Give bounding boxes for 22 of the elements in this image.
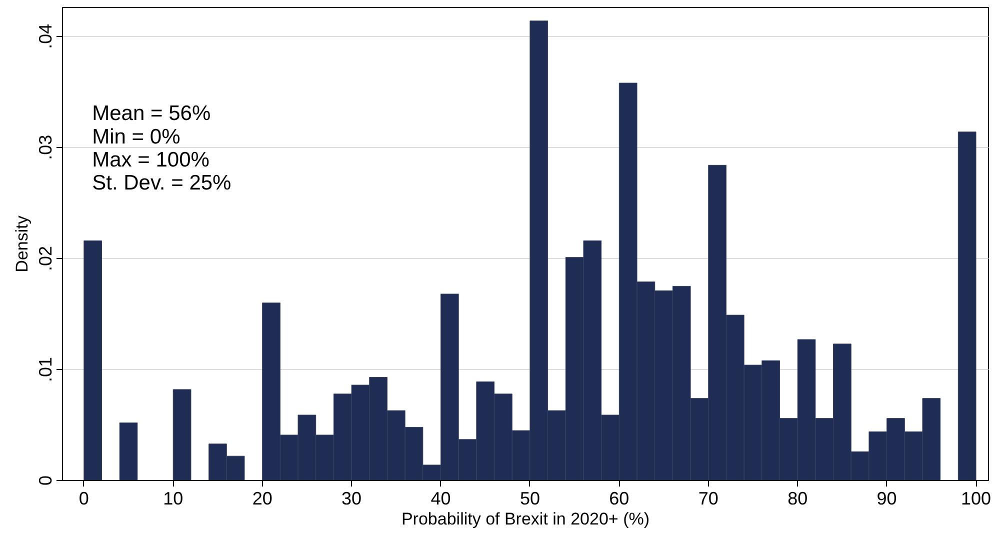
x-tick-label: 50 <box>520 488 540 508</box>
annotation: Min = 0% <box>92 125 180 148</box>
x-tick-label: 100 <box>960 488 992 508</box>
y-tick-label: .03 <box>36 134 56 160</box>
x-tick-label: 0 <box>78 488 89 508</box>
x-tick-label: 10 <box>163 488 184 508</box>
x-tick-label: 30 <box>342 488 362 508</box>
y-tick-label: .02 <box>36 246 56 271</box>
annotation: Mean = 56% <box>92 102 211 126</box>
y-axis-title: Density <box>12 215 32 272</box>
x-tick-label: 60 <box>609 488 630 508</box>
y-tick-label: .04 <box>36 24 56 49</box>
y-tick-label: .01 <box>36 356 56 382</box>
annotation: Max = 100% <box>92 148 210 172</box>
x-tick-label: 80 <box>788 488 808 508</box>
x-axis-title: Probability of Brexit in 2020+ (%) <box>401 510 650 528</box>
x-tick-label: 20 <box>252 488 272 508</box>
x-tick-label: 70 <box>698 488 718 508</box>
annotation: St. Dev. = 25% <box>92 172 232 195</box>
x-tick-label: 90 <box>876 488 897 508</box>
x-tick-label: 40 <box>430 488 451 508</box>
y-tick-label: 0 <box>36 475 56 486</box>
